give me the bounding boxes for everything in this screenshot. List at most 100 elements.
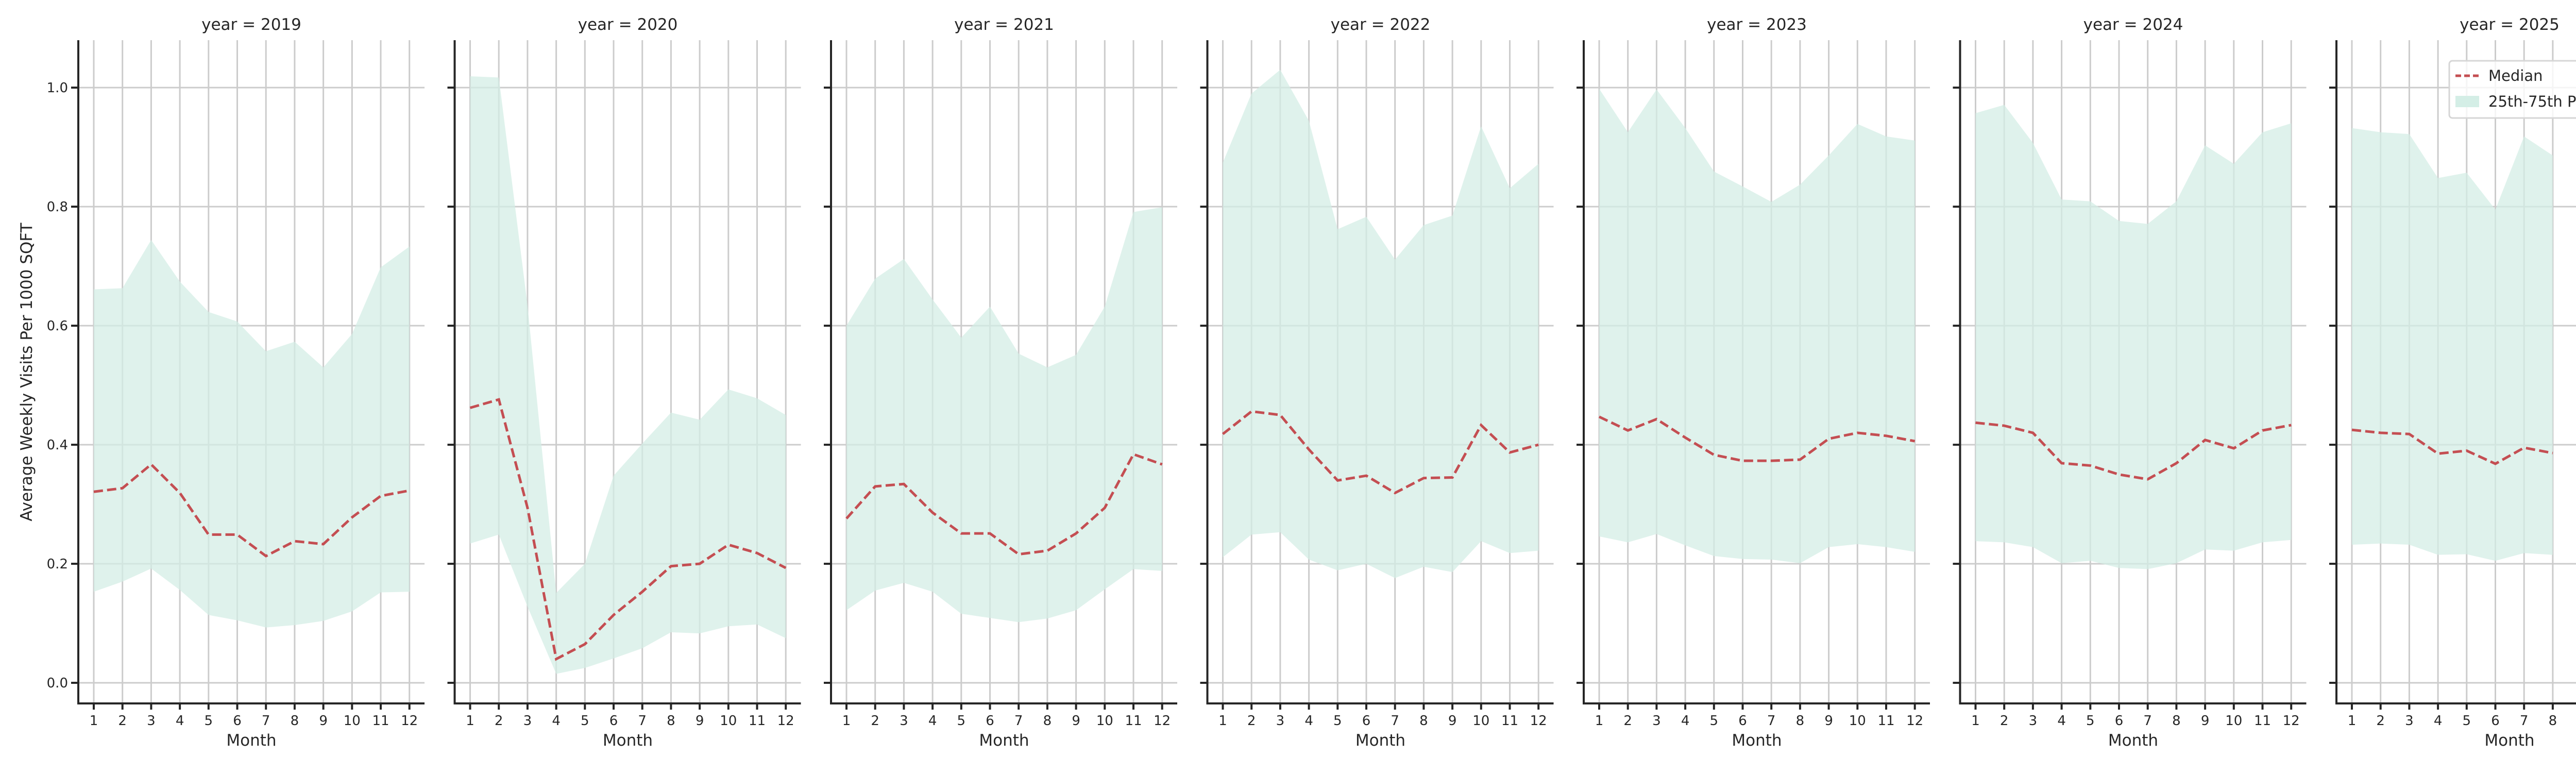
- x-tick-label: 2: [2376, 713, 2385, 729]
- legend-band-label: 25th-75th Percentile: [2488, 93, 2576, 110]
- axis-spine: [1583, 40, 1930, 704]
- percentile-band-2020: [470, 76, 786, 674]
- x-tick-label: 8: [1419, 713, 1428, 729]
- facet-title: year = 2020: [578, 15, 678, 34]
- x-tick-label: 11: [1877, 713, 1894, 729]
- axis-spine: [77, 40, 425, 704]
- percentile-band-2019: [94, 240, 410, 628]
- x-tick-label: 4: [2434, 713, 2443, 729]
- x-tick-label: 1: [842, 713, 851, 729]
- median-line-2019: [93, 462, 410, 558]
- x-tick-label: 10: [1849, 713, 1866, 729]
- x-tick-label: 11: [1125, 713, 1142, 729]
- x-axis-label: Month: [1355, 731, 1405, 750]
- median-line-2022: [1222, 410, 1539, 495]
- x-tick-label: 9: [1448, 713, 1457, 729]
- x-tick-label: 2: [495, 713, 503, 729]
- x-tick-label: 4: [928, 713, 937, 729]
- x-tick-label: 3: [2029, 713, 2038, 729]
- x-tick-label: 7: [638, 713, 647, 729]
- x-tick-label: 5: [581, 713, 589, 729]
- y-tick-label: 0.6: [47, 318, 68, 334]
- facet-title: year = 2024: [2083, 15, 2183, 34]
- x-tick-label: 5: [1710, 713, 1719, 729]
- x-tick-label: 9: [696, 713, 704, 729]
- x-tick-label: 5: [2463, 713, 2471, 729]
- x-tick-label: 8: [667, 713, 675, 729]
- x-tick-label: 1: [2348, 713, 2357, 729]
- x-tick-label: 8: [2549, 713, 2557, 729]
- x-tick-label: 1: [1971, 713, 1980, 729]
- percentile-band-2024: [1975, 105, 2292, 569]
- x-tick-label: 7: [2143, 713, 2152, 729]
- x-tick-label: 5: [957, 713, 966, 729]
- x-tick-label: 2: [871, 713, 879, 729]
- y-tick-label: 0.0: [47, 676, 68, 691]
- x-tick-label: 6: [2491, 713, 2500, 729]
- x-tick-label: 9: [2201, 713, 2210, 729]
- x-tick-label: 12: [2283, 713, 2300, 729]
- axis-spine: [1959, 40, 2307, 704]
- x-tick-label: 11: [372, 713, 389, 729]
- percentile-band-2025: [2352, 128, 2553, 561]
- y-tick-label: 0.4: [47, 438, 68, 453]
- x-tick-label: 12: [1530, 713, 1547, 729]
- x-tick-label: 6: [1738, 713, 1747, 729]
- x-tick-label: 4: [1681, 713, 1690, 729]
- facet-title: year = 2019: [201, 15, 301, 34]
- x-tick-label: 8: [291, 713, 299, 729]
- x-tick-label: 9: [1072, 713, 1080, 729]
- x-tick-label: 1: [90, 713, 98, 729]
- y-tick-label: 0.8: [47, 199, 68, 215]
- x-tick-label: 11: [1501, 713, 1518, 729]
- x-axis-label: Month: [226, 731, 276, 750]
- percentile-band-2021: [846, 207, 1162, 623]
- median-line-2025: [2351, 428, 2553, 465]
- x-tick-label: 11: [2254, 713, 2271, 729]
- legend: Median 25th-75th Percentile: [2448, 60, 2576, 119]
- x-tick-label: 1: [1595, 713, 1604, 729]
- axis-spine: [453, 40, 801, 704]
- facet-title: year = 2025: [2460, 15, 2560, 34]
- x-tick-label: 3: [147, 713, 156, 729]
- x-tick-label: 12: [1906, 713, 1923, 729]
- x-axis-label: Month: [603, 731, 653, 750]
- legend-band-swatch: [2455, 96, 2479, 107]
- y-axis-label: Average Weekly Visits Per 1000 SQFT: [18, 222, 36, 521]
- x-tick-label: 6: [609, 713, 618, 729]
- x-tick-label: 6: [2115, 713, 2124, 729]
- axis-spine: [830, 40, 1177, 704]
- x-axis-label: Month: [2108, 731, 2158, 750]
- x-axis-label: Month: [1732, 731, 1782, 750]
- x-tick-label: 10: [1472, 713, 1489, 729]
- x-tick-label: 10: [2225, 713, 2242, 729]
- x-tick-label: 2: [1623, 713, 1632, 729]
- x-axis-label: Month: [979, 731, 1029, 750]
- x-tick-label: 7: [2520, 713, 2529, 729]
- x-tick-label: 1: [1218, 713, 1227, 729]
- x-tick-label: 6: [233, 713, 242, 729]
- facet-title: year = 2022: [1331, 15, 1431, 34]
- x-tick-label: 12: [777, 713, 794, 729]
- x-tick-label: 4: [176, 713, 184, 729]
- x-tick-label: 1: [466, 713, 474, 729]
- x-tick-label: 6: [1362, 713, 1371, 729]
- axis-spine: [1206, 40, 1554, 704]
- legend-median-label: Median: [2488, 67, 2543, 85]
- x-tick-label: 5: [205, 713, 213, 729]
- x-tick-label: 11: [749, 713, 766, 729]
- y-tick-label: 1.0: [47, 80, 68, 96]
- x-tick-label: 10: [720, 713, 737, 729]
- facet-title: year = 2023: [1707, 15, 1807, 34]
- x-tick-label: 9: [319, 713, 328, 729]
- x-tick-label: 2: [1247, 713, 1256, 729]
- median-line-2020: [469, 398, 787, 661]
- x-tick-label: 10: [1096, 713, 1113, 729]
- x-tick-label: 8: [1796, 713, 1805, 729]
